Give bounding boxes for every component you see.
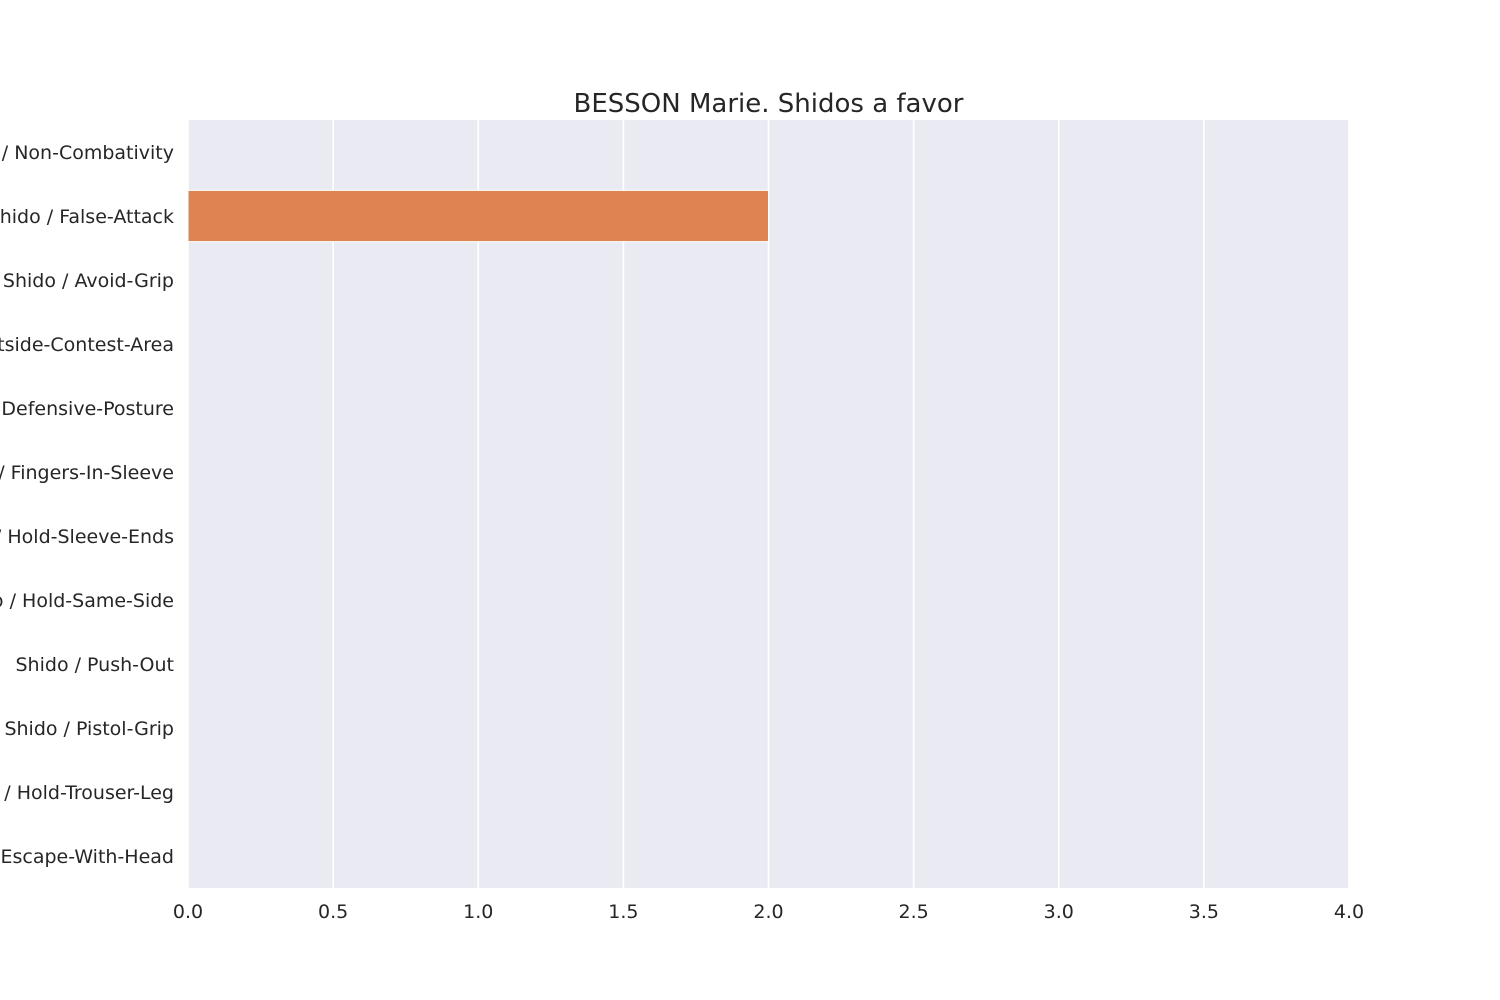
x-tick-label: 3.0 [1044,901,1074,923]
y-tick-label: Shido / Hold-Trouser-Leg [0,782,174,804]
bar [187,189,769,243]
x-tick-label: 2.0 [753,901,783,923]
x-tick-label: 0.5 [318,901,348,923]
x-tick-label: 2.5 [899,901,929,923]
y-tick-label: Shido / Non-Combativity [0,142,174,164]
y-tick-label: Shido / Outside-Contest-Area [0,334,174,356]
x-tick-label: 0.0 [173,901,203,923]
y-tick-label: Shido / False-Attack [0,206,174,228]
x-tick-label: 1.5 [608,901,638,923]
y-tick-label: Shido / Avoid-Grip [3,270,174,292]
y-tick-label: Shido / Pistol-Grip [4,718,174,740]
y-axis-tick-labels: Shido / Non-Combativity Shido / False-Att… [0,142,174,868]
y-tick-label: Shido / Hold-Sleeve-Ends [0,526,174,548]
x-tick-label: 3.5 [1189,901,1219,923]
chart-title: BESSON Marie. Shidos a favor [574,89,964,119]
y-tick-label: Shido / Push-Out [16,654,175,676]
y-tick-label: Shido / Defensive-Posture [0,398,174,420]
x-tick-label: 4.0 [1334,901,1364,923]
x-tick-label: 1.0 [463,901,493,923]
y-tick-label: Shido / Escape-With-Head [0,846,174,868]
bars [187,189,769,243]
x-axis-tick-labels: 0.0 0.5 1.0 1.5 2.0 2.5 3.0 3.5 4.0 [173,901,1364,923]
grid-lines [187,120,1350,888]
y-tick-label: Shido / Hold-Same-Side [0,590,174,612]
y-tick-label: Shido / Fingers-In-Sleeve [0,462,174,484]
